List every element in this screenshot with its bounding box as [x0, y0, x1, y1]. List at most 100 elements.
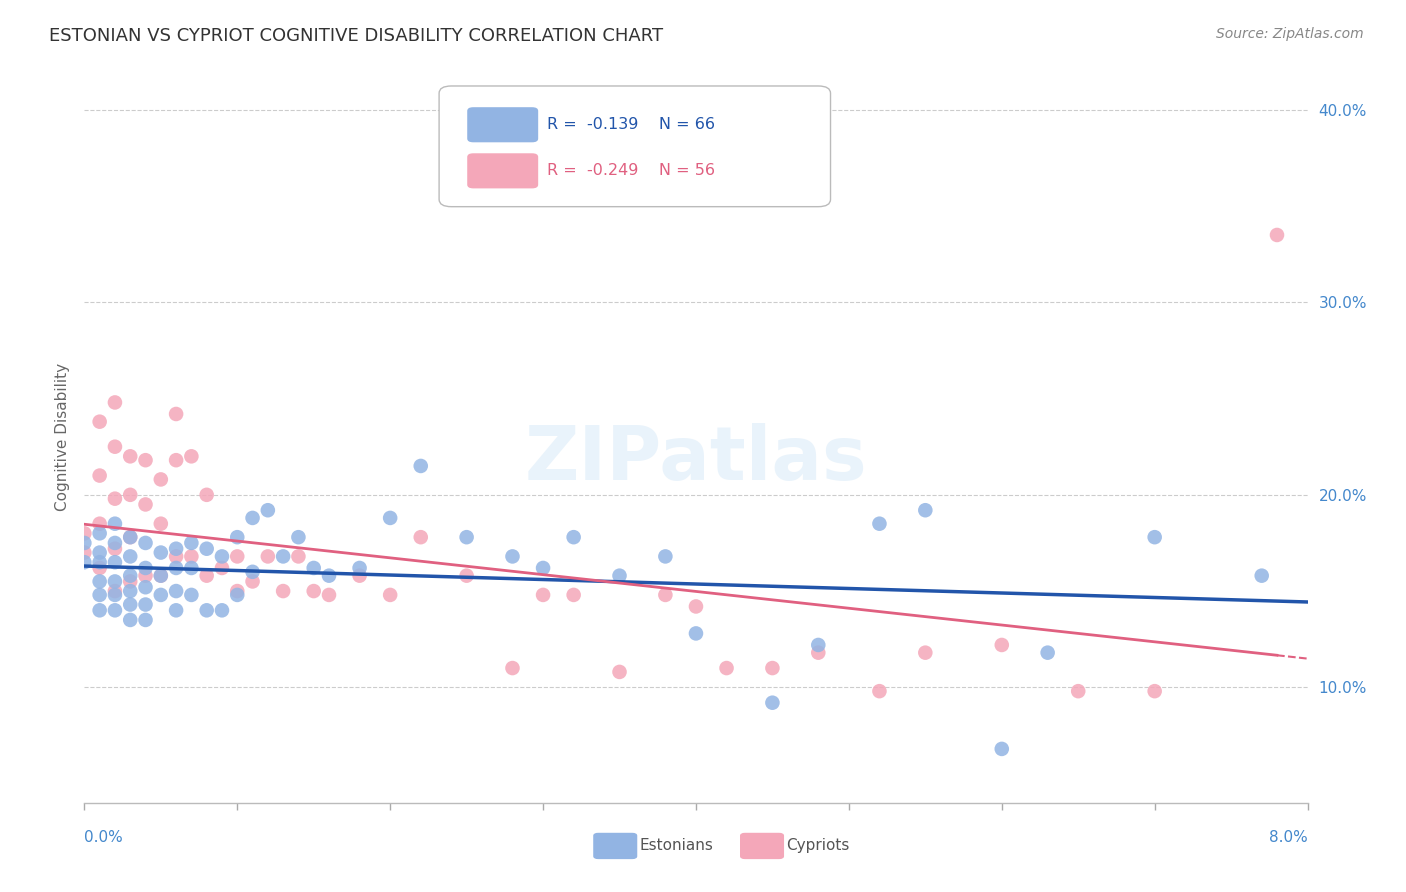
Point	[104, 395, 127, 409]
Point	[73, 545, 96, 559]
Text: Source: ZipAtlas.com: Source: ZipAtlas.com	[1216, 27, 1364, 41]
Text: R =  -0.139    N = 66: R = -0.139 N = 66	[547, 117, 714, 132]
Point	[1143, 530, 1166, 544]
Point	[135, 536, 157, 550]
Point	[149, 568, 172, 582]
Point	[89, 603, 111, 617]
Point	[104, 541, 127, 556]
Point	[165, 407, 187, 421]
Point	[195, 541, 218, 556]
Point	[104, 491, 127, 506]
Text: ESTONIAN VS CYPRIOT COGNITIVE DISABILITY CORRELATION CHART: ESTONIAN VS CYPRIOT COGNITIVE DISABILITY…	[49, 27, 664, 45]
Text: 0.0%: 0.0%	[84, 830, 124, 845]
Point	[609, 665, 631, 679]
Point	[104, 516, 127, 531]
Point	[149, 516, 172, 531]
Point	[211, 603, 233, 617]
Point	[761, 696, 783, 710]
Point	[1143, 684, 1166, 698]
Point	[135, 613, 157, 627]
Point	[120, 450, 142, 464]
Point	[242, 511, 264, 525]
Point	[226, 530, 249, 544]
Point	[531, 588, 554, 602]
Point	[562, 588, 585, 602]
Point	[380, 588, 402, 602]
Point	[89, 555, 111, 569]
Point	[1067, 684, 1090, 698]
Point	[120, 549, 142, 564]
Point	[502, 549, 524, 564]
Point	[685, 626, 707, 640]
Point	[135, 453, 157, 467]
FancyBboxPatch shape	[467, 153, 538, 188]
Point	[104, 603, 127, 617]
Text: Cypriots: Cypriots	[786, 838, 849, 854]
Point	[89, 415, 111, 429]
Point	[531, 561, 554, 575]
Point	[180, 450, 202, 464]
Point	[609, 568, 631, 582]
Point	[120, 574, 142, 589]
Point	[242, 565, 264, 579]
Point	[135, 580, 157, 594]
Point	[302, 584, 325, 599]
Point	[73, 555, 96, 569]
Point	[120, 530, 142, 544]
Point	[120, 568, 142, 582]
Point	[104, 588, 127, 602]
Point	[257, 549, 280, 564]
Point	[869, 684, 891, 698]
Point	[456, 530, 478, 544]
Point	[226, 584, 249, 599]
Point	[318, 568, 340, 582]
Text: 8.0%: 8.0%	[1268, 830, 1308, 845]
Point	[165, 561, 187, 575]
Point	[257, 503, 280, 517]
Point	[195, 488, 218, 502]
Point	[89, 561, 111, 575]
Point	[195, 568, 218, 582]
Point	[89, 526, 111, 541]
Point	[807, 646, 830, 660]
Point	[120, 584, 142, 599]
FancyBboxPatch shape	[439, 86, 831, 207]
Point	[271, 584, 294, 599]
FancyBboxPatch shape	[467, 107, 538, 143]
Point	[120, 530, 142, 544]
Point	[165, 584, 187, 599]
Point	[165, 541, 187, 556]
Point	[991, 742, 1014, 756]
Point	[89, 574, 111, 589]
Point	[165, 603, 187, 617]
Point	[349, 568, 371, 582]
Point	[211, 561, 233, 575]
Point	[807, 638, 830, 652]
Point	[654, 549, 676, 564]
Point	[502, 661, 524, 675]
Point	[89, 516, 111, 531]
Y-axis label: Cognitive Disability: Cognitive Disability	[55, 363, 70, 511]
Point	[1250, 568, 1272, 582]
Point	[104, 574, 127, 589]
Point	[287, 549, 309, 564]
Point	[89, 468, 111, 483]
Point	[716, 661, 738, 675]
FancyBboxPatch shape	[740, 833, 785, 859]
Point	[562, 530, 585, 544]
Point	[135, 598, 157, 612]
Point	[991, 638, 1014, 652]
Point	[120, 613, 142, 627]
Point	[165, 549, 187, 564]
Point	[409, 458, 432, 473]
Point	[180, 549, 202, 564]
Text: ZIPatlas: ZIPatlas	[524, 423, 868, 496]
Point	[104, 440, 127, 454]
Point	[869, 516, 891, 531]
Point	[914, 646, 936, 660]
Point	[73, 526, 96, 541]
Text: Estonians: Estonians	[640, 838, 714, 854]
Point	[149, 472, 172, 486]
Point	[211, 549, 233, 564]
Point	[149, 568, 172, 582]
